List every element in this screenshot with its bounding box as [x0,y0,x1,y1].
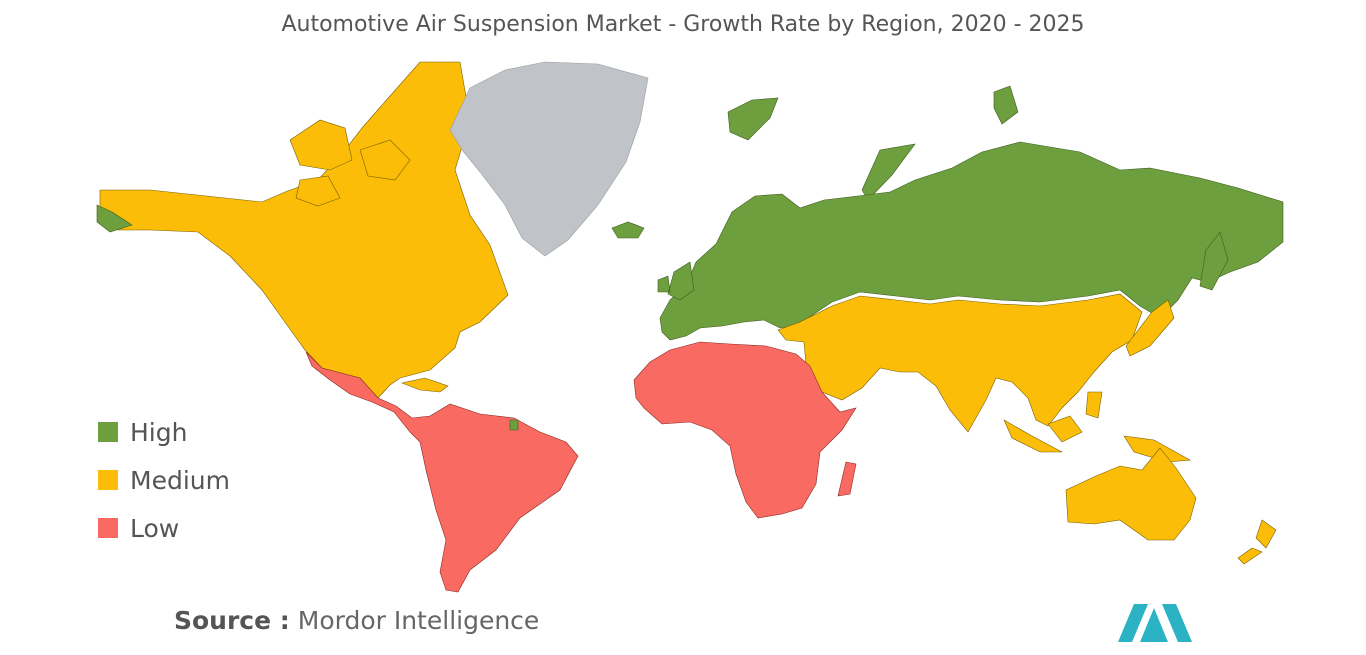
region-africa [633,341,857,519]
region-alaska-tip [96,204,133,233]
chart-title: Automotive Air Suspension Market - Growt… [281,12,1085,37]
legend-label-high: High [130,417,188,447]
logo-shape-left [1118,604,1148,642]
region-asia [777,293,1143,433]
legend-swatch-high [98,422,118,442]
region-caribbean [400,377,449,393]
region-latin-america [305,351,579,593]
source-text: Mordor Intelligence [297,606,540,635]
region-uk-ireland [657,261,695,301]
source-note: Source : Mordor Intelligence [174,606,539,635]
legend-label-low: Low [130,513,180,543]
mordor-intelligence-logo-icon [1118,604,1192,642]
region-arctic-islands-north [727,85,1019,201]
logo-shape-middle [1140,608,1168,642]
region-french-guiana [509,419,519,431]
region-australia [1065,447,1197,541]
region-north-america [99,61,509,399]
legend-swatch-low [98,518,118,538]
logo-shape-right [1162,604,1192,642]
legend: High Medium Low [98,408,230,552]
legend-label-medium: Medium [130,465,230,495]
region-greenland [449,61,649,257]
region-new-zealand [1237,519,1277,565]
legend-swatch-medium [98,470,118,490]
region-japan [1125,299,1175,357]
region-southeast-asia-islands [1003,391,1191,463]
region-madagascar [837,461,857,497]
legend-item-medium: Medium [98,456,230,504]
source-label: Source : [174,606,290,635]
legend-item-high: High [98,408,230,456]
region-north-america-arctic-islands [289,119,411,207]
region-iceland [611,221,645,239]
region-kamchatka [1199,231,1229,291]
legend-item-low: Low [98,504,230,552]
